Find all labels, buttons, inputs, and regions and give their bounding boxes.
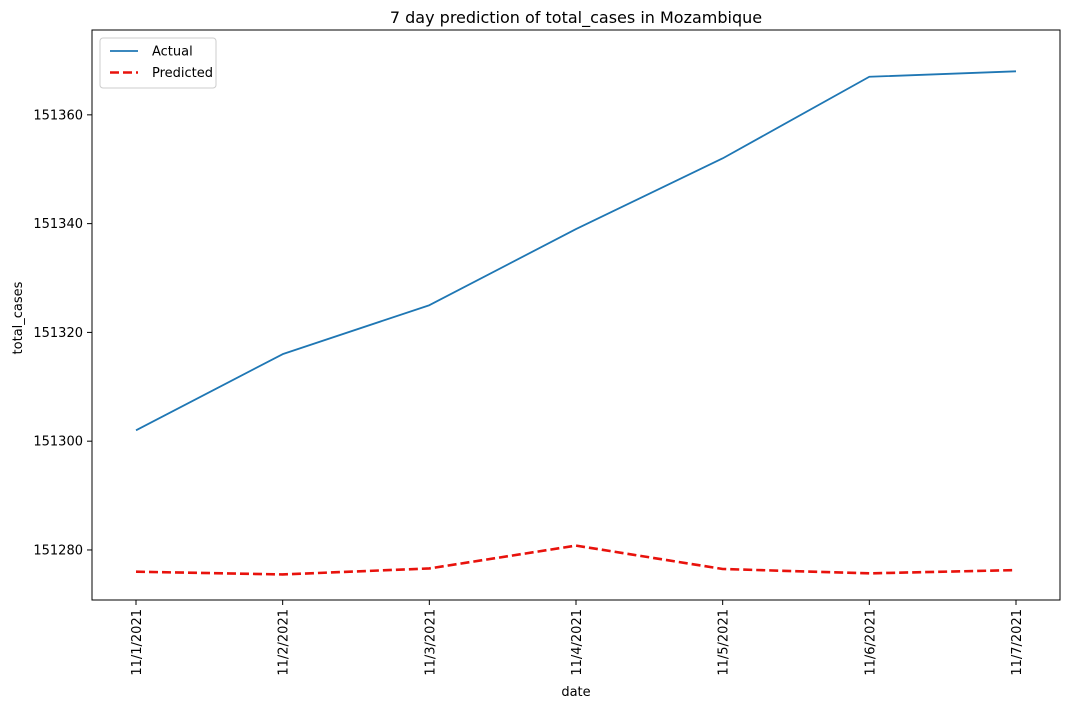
legend: Actual Predicted (100, 38, 216, 88)
y-tick-label-4: 151360 (33, 108, 83, 123)
x-tick-label-0: 11/1/2021 (130, 609, 145, 676)
plot-area (136, 71, 1016, 574)
x-tick-label-3: 11/4/2021 (570, 609, 585, 676)
series-line-predicted (136, 546, 1016, 575)
series-line-actual (136, 71, 1016, 430)
y-tick-label-1: 151300 (33, 435, 83, 450)
x-axis-label: date (561, 685, 590, 700)
legend-label-actual: Actual (152, 45, 193, 60)
y-tick-label-0: 151280 (33, 543, 83, 558)
y-tick-label-3: 151340 (33, 217, 83, 232)
legend-label-predicted: Predicted (152, 66, 213, 81)
y-axis-label: total_cases (11, 281, 26, 354)
x-tick-label-4: 11/5/2021 (717, 609, 732, 676)
plot-frame (92, 30, 1060, 600)
chart-title: 7 day prediction of total_cases in Mozam… (390, 8, 762, 28)
y-tick-label-2: 151320 (33, 326, 83, 341)
x-tick-label-6: 11/7/2021 (1010, 609, 1025, 676)
x-tick-label-1: 11/2/2021 (277, 609, 292, 676)
x-tick-label-2: 11/3/2021 (423, 609, 438, 676)
x-tick-label-5: 11/6/2021 (863, 609, 878, 676)
